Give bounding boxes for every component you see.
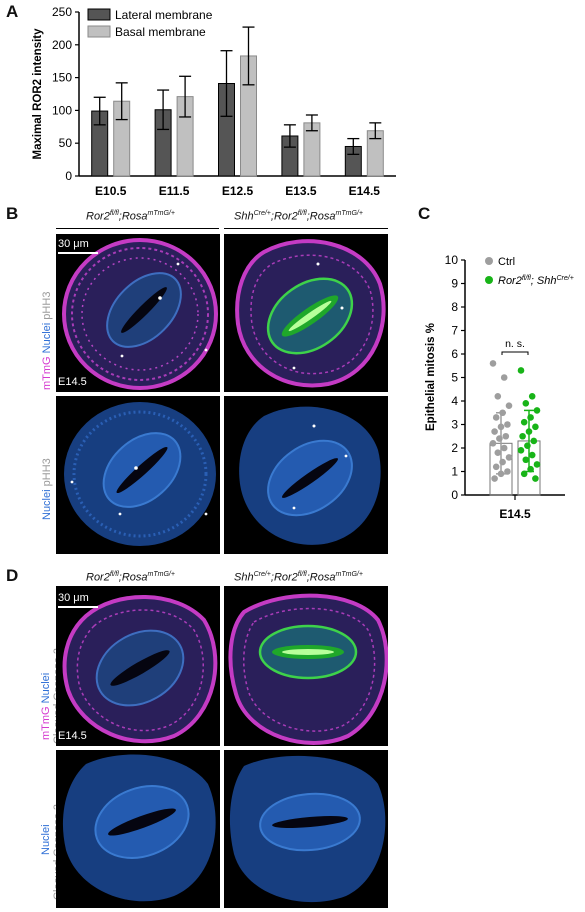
chart-c-y-axis-label: Epithelial mitosis % [425,323,437,431]
chart-a-y-tick-label: 100 [52,103,72,117]
panel-letter-c: C [418,204,431,223]
chart-a-y-axis-label: Maximal ROR2 intensity [32,28,44,160]
panel-d-genotype-control: Ror2fl/fl;RosamTmG/+ [86,571,175,584]
chart-a-x-tick-label: E13.5 [285,184,317,198]
panel-b-header-rule-right [224,228,388,229]
chart-c-data-point [520,418,528,426]
chart-c-y-tick-label: 1 [451,465,458,479]
chart-c: Epithelial mitosis % 0 1 2 3 4 5 6 7 8 9 10 Ctrl R… [425,253,574,521]
panel-b-stage-label: E14.5 [58,376,87,388]
legend-dot-mutant [485,276,493,284]
chart-c-data-point [489,440,497,447]
legend-dot-ctrl [485,257,493,265]
chart-c-y-tick-label: 10 [445,253,459,267]
chart-c-data-point [489,360,497,367]
panel-d-image-mutant-nuclei [224,750,388,908]
chart-c-data-point [517,447,525,454]
chart-c-data-point [502,432,510,440]
panel-letter-d: D [6,566,19,585]
chart-c-data-point [530,437,538,445]
chart-c-data-point [522,456,530,464]
chart-c-y-tick-label: 4 [451,394,458,408]
chart-a-y-tick-label: 50 [59,136,73,150]
chart-c-data-point [532,475,539,482]
chart-c-data-point [504,421,511,428]
panel-d-image-control-nuclei [56,750,220,908]
chart-c-data-point [533,407,541,414]
panel-b-header-rule-left [56,228,219,229]
chart-c-data-point [522,400,530,407]
chart-a-x-tick-label: E12.5 [222,184,254,198]
chart-c-y-tick-label: 7 [451,324,458,338]
panel-b-scale-label: 30 μm [58,238,89,250]
chart-c-data-point [519,432,526,440]
panel-d-scale-bar [58,606,98,608]
panel-b-genotype-control: Ror2fl/fl;RosamTmG/+ [86,210,175,223]
chart-a: Maximal ROR2 intensity 0 50 100 150 200 250 E1… [32,5,396,198]
panel-d-row1-channel-label: mTmG Nuclei [40,672,52,740]
chart-c-y-tick-label: 2 [451,441,458,455]
chart-a-y-tick-label: 150 [52,71,72,85]
chart-c-data-point [492,414,500,421]
chart-a-x-tick-label: E11.5 [159,184,190,198]
chart-c-data-point [500,374,508,381]
chart-c-y-tick-label: 5 [451,371,458,385]
panel-letter-b: B [6,204,19,223]
legend-label-lateral: Lateral membrane [115,8,213,22]
panel-b-row1-channel-label: mTmG Nuclei pHH3 [41,291,53,390]
legend-label-basal: Basal membrane [115,25,206,39]
panel-b-image-mutant-merge [224,234,388,392]
panel-b-image-mutant-nuclei [224,396,388,554]
chart-c-data-point [532,423,539,431]
chart-a-y-tick-label: 0 [65,169,72,183]
chart-c-y-tick-label: 3 [451,418,458,432]
panel-d-row2-nuclei-label: Nuclei [40,824,52,855]
chart-c-data-point [500,444,508,452]
panel-b-image-control-nuclei [56,396,220,554]
chart-c-y-tick-label: 9 [451,277,458,291]
chart-c-y-tick-label: 0 [451,488,458,502]
chart-a-y-tick-label: 250 [52,5,72,19]
chart-c-data-point [491,428,498,435]
panel-b-genotype-mutant: ShhCre/+;Ror2fl/fl;RosamTmG/+ [234,210,363,223]
panel-b-image-control-merge: 30 μm E14.5 [56,234,220,392]
chart-c-data-point [528,451,536,459]
chart-c-x-label: E14.5 [499,507,531,521]
legend-swatch-lateral [87,8,111,21]
chart-c-data-point [494,393,502,400]
panel-d-stage-label: E14.5 [58,730,87,742]
panel-b-scale-bar [58,252,98,254]
chart-c-data-point [492,463,500,471]
panel-b-row2-channel-label: Nuclei pHH3 [41,458,53,520]
panel-letter-a: A [6,2,19,21]
significance-label: n. s. [505,338,525,350]
chart-c-data-point [494,449,502,456]
chart-a-x-tick-label: E14.5 [349,184,381,198]
legend-label-mutant: Ror2fl/fl; ShhCre/+ [498,275,574,287]
chart-a-y-tick-label: 200 [52,38,72,52]
panel-d-scale-label: 30 μm [58,592,89,604]
panel-d-image-control-merge: 30 μm E14.5 [56,586,220,746]
chart-c-data-point [505,454,513,461]
chart-c-y-tick-label: 6 [451,347,458,361]
chart-c-data-point [491,475,498,482]
chart-c-data-point [505,402,513,409]
chart-c-data-point [533,461,541,468]
chart-c-data-point [528,393,536,400]
panel-d-genotype-mutant: ShhCre/+;Ror2fl/fl;RosamTmG/+ [234,571,363,584]
chart-c-y-tick-label: 8 [451,300,458,314]
legend-swatch-basal [87,25,111,38]
legend-label-ctrl: Ctrl [498,256,515,268]
chart-a-x-tick-label: E10.5 [95,184,127,198]
panel-d-image-mutant-merge [224,586,388,746]
chart-c-data-point [517,367,525,374]
significance-bracket [501,351,529,355]
